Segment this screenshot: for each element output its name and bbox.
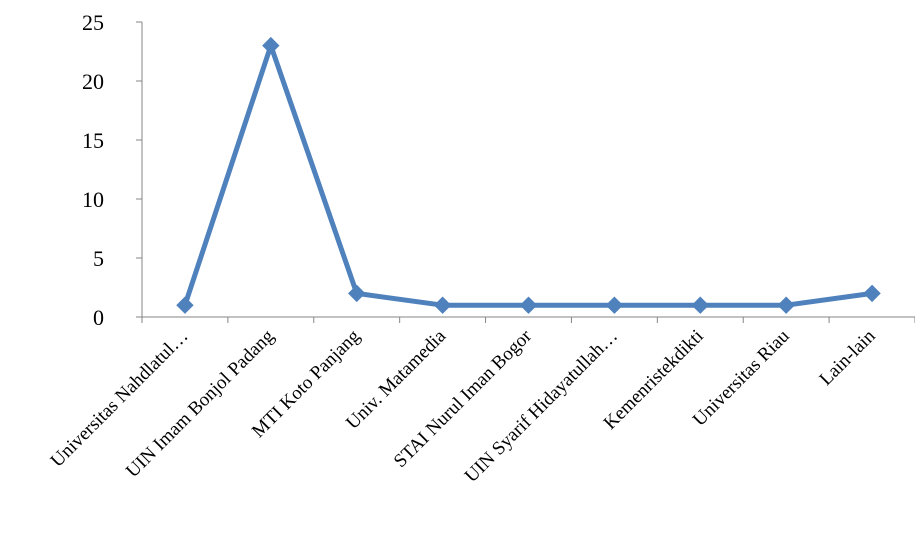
data-point-marker [863,284,881,303]
data-point-marker [176,296,194,314]
x-tick-label: Lain-lain [815,325,879,389]
data-point-marker [605,296,624,314]
x-tick-label: Universitas Nahdlatul… [47,326,193,472]
y-tick-label: 20 [82,69,104,94]
data-point-marker [262,36,280,55]
data-point-marker [777,296,795,314]
y-tick-label: 0 [93,305,104,330]
series-group [176,36,881,314]
x-tick-label: UIN Imam Bonjol Padang [122,325,279,482]
data-point-marker [691,296,709,314]
y-axis-ticks: 0 5 10 15 20 25 [82,10,142,330]
axes [141,22,915,318]
series-line [182,43,873,308]
x-tick-label: STAI Nurul Iman Bogor [390,325,537,472]
data-point-marker [433,296,452,314]
y-tick-label: 25 [82,10,104,35]
x-tick-label: UIN Syarif Hidayatullah… [461,326,622,487]
y-tick-label: 10 [82,187,104,212]
y-tick-label: 5 [93,246,104,271]
x-axis-ticks: Universitas Nahdlatul…UIN Imam Bonjol Pa… [47,317,915,487]
data-point-marker [519,296,538,314]
data-point-marker [348,284,366,303]
y-tick-label: 15 [82,128,104,153]
